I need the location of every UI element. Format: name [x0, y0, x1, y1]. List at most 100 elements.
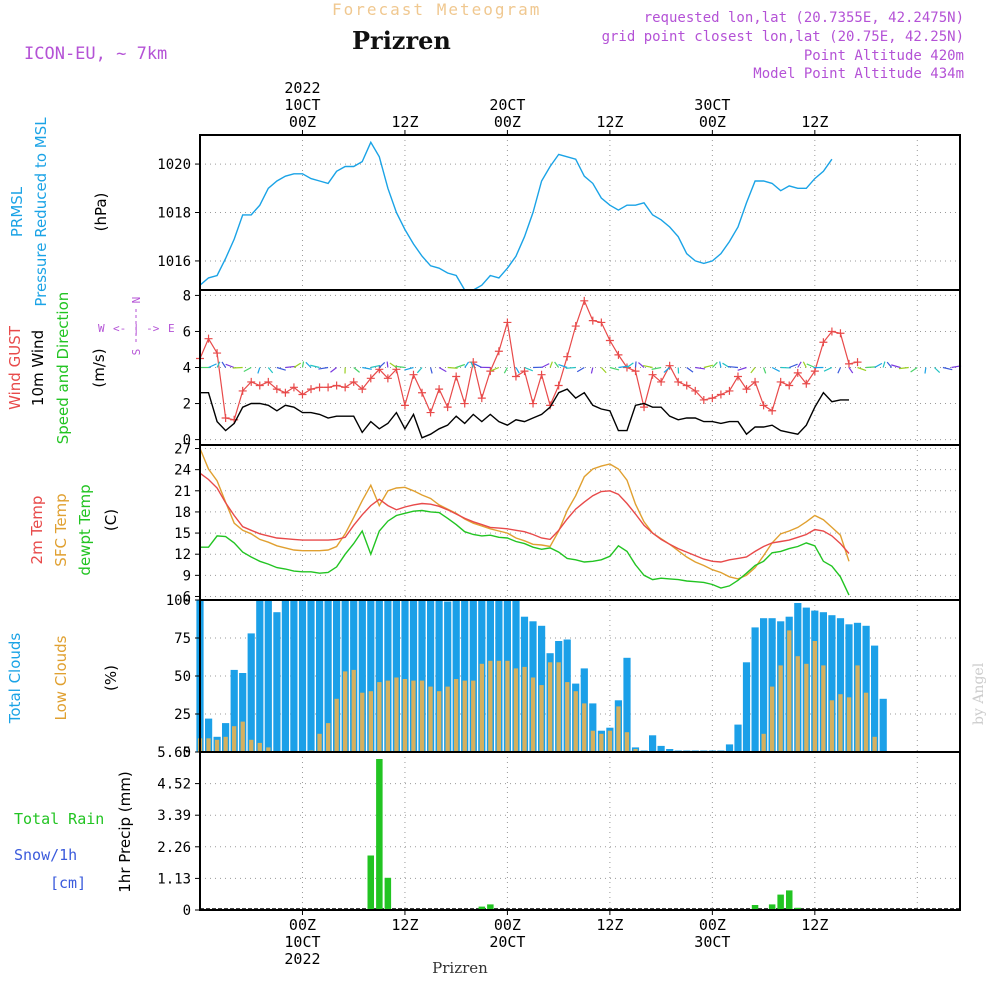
time-label-bottom: 12Z	[801, 916, 828, 934]
y-tick-label: 75	[174, 631, 191, 647]
footer-location: Prizren	[432, 959, 488, 977]
wind-direction-arrow	[882, 361, 886, 368]
ylabel-unit-hpa: (hPa)	[92, 193, 110, 232]
time-label-top: 30CT	[694, 96, 730, 114]
wind-direction-arrow	[216, 361, 221, 368]
ylabel-low-clouds: Low Clouds	[52, 635, 70, 720]
low-cloud-bar	[214, 739, 220, 752]
gust-marker	[768, 406, 777, 415]
time-label-top: 12Z	[596, 113, 623, 131]
gust-marker	[716, 390, 725, 399]
gust-marker	[315, 383, 324, 392]
y-tick-label: 4.52	[157, 777, 191, 793]
ylabel-unit-pct: (%)	[102, 665, 120, 691]
time-label-top: 00Z	[494, 113, 521, 131]
low-cloud-bar	[411, 680, 416, 752]
low-cloud-bar	[385, 680, 390, 752]
low-cloud-bar	[479, 663, 484, 752]
wind-direction-arrow	[455, 363, 466, 369]
y-tick-label: 6	[183, 589, 191, 605]
low-cloud-bar	[582, 703, 587, 752]
total-cloud-bar	[256, 600, 264, 752]
rain-bar	[768, 904, 776, 910]
low-cloud-bar	[795, 656, 800, 752]
total-cloud-bar	[461, 600, 469, 752]
ylabel-snow-unit: [cm]	[50, 874, 86, 892]
gust-marker	[529, 399, 538, 408]
y-tick-label: 50	[174, 669, 191, 685]
gust-marker	[776, 377, 785, 386]
low-cloud-bar	[633, 749, 638, 752]
wind-direction-arrow	[618, 365, 629, 369]
ylabel-wind-gust: Wind GUST	[6, 325, 24, 410]
low-cloud-bar	[249, 739, 254, 752]
low-cloud-bar	[872, 736, 877, 752]
low-cloud-bar	[530, 677, 536, 752]
y-tick-label: 5.65	[157, 745, 191, 761]
total-cloud-bar	[589, 703, 597, 752]
gust-marker	[554, 381, 563, 390]
low-cloud-bar	[462, 680, 467, 752]
gust-marker	[332, 381, 341, 390]
low-cloud-bar	[266, 747, 271, 752]
gust-marker	[563, 352, 572, 361]
time-label-bottom: 30CT	[694, 933, 730, 951]
gust-marker	[844, 359, 853, 368]
ylabel-pressure: Pressure Reduced to MSL	[32, 117, 50, 307]
gust-marker	[221, 413, 230, 422]
total-cloud-bar	[768, 618, 776, 752]
low-cloud-bar	[437, 691, 442, 752]
y-tick-label: 3.39	[157, 808, 191, 824]
wind-direction-arrow	[293, 362, 302, 369]
total-cloud-bar	[409, 600, 418, 752]
ylabel-precip: 1hr Precip (mm)	[116, 771, 134, 892]
wind-direction-arrow	[395, 365, 406, 369]
gust-marker	[204, 334, 213, 343]
gust-marker	[537, 370, 546, 379]
total-cloud-bar	[384, 600, 392, 752]
wind-direction-arrow	[600, 367, 607, 374]
time-label-top: 20CT	[489, 96, 525, 114]
rain-bar	[376, 759, 383, 910]
gust-marker	[511, 372, 520, 381]
prmsl-line	[199, 140, 833, 291]
total-cloud-bar	[239, 673, 247, 752]
time-label-top: 2022	[284, 79, 320, 97]
gust-marker	[349, 377, 358, 386]
gust-marker	[426, 408, 435, 417]
total-cloud-bar	[418, 600, 426, 752]
gust-marker	[238, 386, 247, 395]
wind-direction-arrow	[386, 361, 389, 368]
total-cloud-bar	[273, 612, 281, 752]
wind-direction-arrow	[719, 361, 722, 368]
gust-marker	[494, 347, 503, 356]
y-tick-label: 100	[166, 593, 191, 609]
gust-marker	[631, 367, 640, 376]
low-cloud-bar	[232, 726, 237, 752]
low-cloud-bar	[616, 706, 621, 752]
y-tick-label: 2.26	[157, 840, 191, 856]
gust-marker	[409, 370, 418, 379]
ylabel-prmsl: PRMSL	[8, 186, 26, 237]
y-tick-label: 0	[183, 745, 191, 761]
y-tick-label: 1018	[157, 206, 191, 222]
grid-point-coordinates: grid point closest lon,lat (20.75E, 42.2…	[601, 29, 964, 45]
point-altitude: Point Altitude 420m	[803, 48, 964, 64]
total-cloud-bar	[469, 600, 477, 752]
y-tick-label: 12	[174, 547, 191, 563]
rain-bar	[751, 905, 759, 910]
gust-marker	[742, 385, 751, 394]
gust-marker	[213, 349, 222, 358]
time-label-top: 00Z	[289, 113, 316, 131]
wind-direction-arrow	[837, 367, 841, 374]
wind-line	[200, 388, 849, 439]
gust-line	[199, 299, 858, 421]
time-label-top: 12Z	[801, 113, 828, 131]
gust-marker	[307, 385, 316, 394]
y-tick-label: 2	[183, 397, 191, 413]
total-cloud-bar	[281, 600, 289, 752]
grid-layer	[200, 135, 960, 911]
low-cloud-bar	[812, 641, 817, 752]
gust-marker	[708, 394, 717, 403]
compass-north: N	[130, 297, 143, 304]
